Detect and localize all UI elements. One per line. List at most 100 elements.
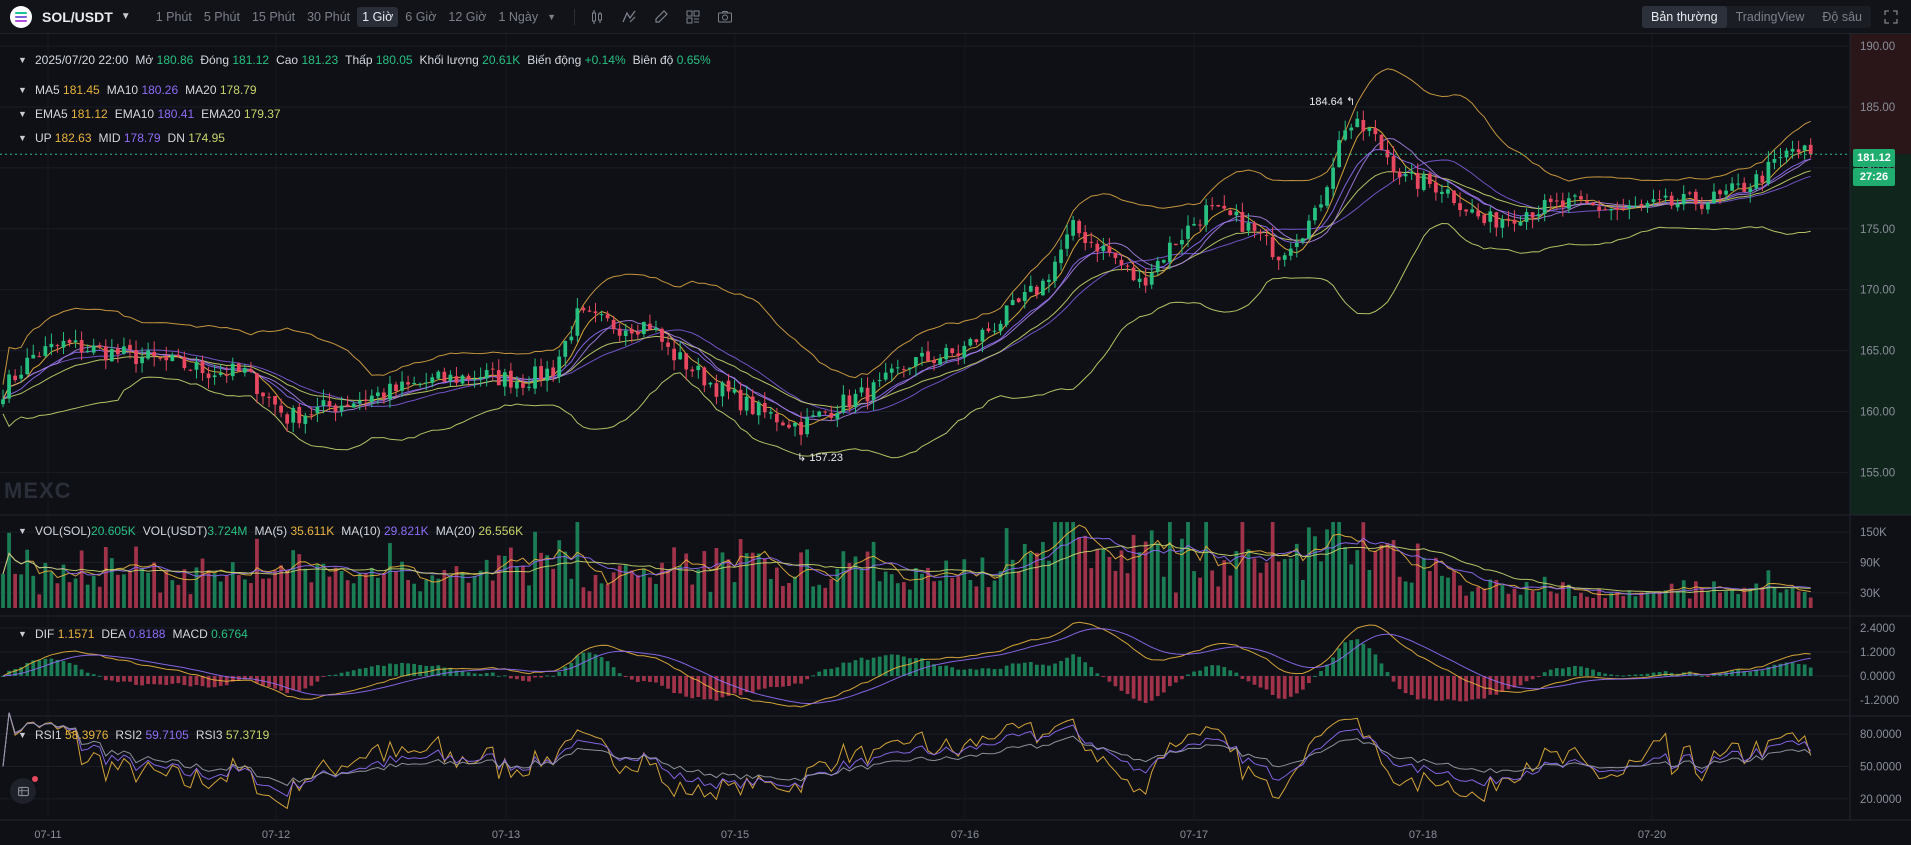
candle-body [1452, 190, 1456, 204]
view-mode-button[interactable]: Độ sâu [1822, 10, 1862, 24]
volume-bar [1585, 596, 1589, 608]
time-tick-label: 07-12 [262, 829, 290, 841]
candle-body [1663, 195, 1668, 198]
view-mode-button[interactable]: Bản thường [1641, 6, 1727, 28]
volume-bar [756, 553, 761, 608]
candle-body [1615, 207, 1620, 210]
volume-bar [448, 575, 453, 608]
kline-chart[interactable]: 190.00185.00180.00175.00170.00165.00160.… [0, 34, 1911, 845]
layout-icon[interactable] [685, 9, 701, 25]
chevron-down-icon[interactable]: ▼ [18, 730, 27, 740]
ema20-value: 179.37 [243, 107, 281, 121]
candle-body [708, 382, 713, 385]
candle-body [805, 417, 809, 435]
interval-tab[interactable]: 12 Giờ [448, 9, 487, 24]
candle-body [660, 328, 664, 342]
volume-bar [321, 563, 326, 608]
macd-histogram-bar [805, 676, 809, 680]
macd-histogram-bar [339, 672, 344, 676]
interval-tab[interactable]: 1 Giờ [357, 6, 399, 27]
macd-histogram-bar [134, 676, 138, 685]
interval-tab[interactable]: 1 Phút [155, 9, 192, 24]
macd-histogram-bar [454, 670, 459, 676]
chevron-down-icon[interactable]: ▼ [18, 109, 27, 119]
volume-bar [950, 577, 955, 608]
candle-body [1730, 183, 1734, 191]
volume-bar [539, 552, 543, 608]
interval-tab[interactable]: 30 Phút [307, 9, 351, 24]
chevron-down-icon[interactable]: ▼ [547, 11, 557, 22]
macd-histogram-bar [122, 676, 126, 682]
candle-body [369, 395, 374, 403]
chart-settings-button[interactable] [10, 778, 36, 804]
volume-bar [1355, 550, 1360, 608]
candle-body [732, 389, 737, 393]
candle-body [521, 383, 525, 388]
macd-histogram-bar [1240, 676, 1245, 679]
candle-body [781, 422, 785, 426]
view-mode-button[interactable]: TradingView [1735, 10, 1805, 24]
volume-bar [490, 580, 495, 608]
interval-tab[interactable]: 15 Phút [251, 9, 296, 24]
candle-type-icon[interactable] [589, 9, 605, 25]
macd-histogram-bar [1313, 675, 1317, 677]
candle-body [1216, 204, 1221, 207]
volume-bar [1627, 590, 1632, 608]
candle-body [1077, 220, 1082, 234]
interval-tab[interactable]: 6 Giờ [405, 9, 437, 24]
candle-body [648, 323, 652, 330]
candle-body [182, 356, 187, 369]
volume-bar [261, 578, 265, 608]
vol-sol-value: 20.605K [91, 524, 136, 538]
macd-histogram-bar [1282, 676, 1287, 699]
change-label: Biến động [527, 53, 582, 67]
volume-bar [152, 562, 157, 608]
volume-bar [696, 569, 701, 608]
chevron-down-icon[interactable]: ▼ [18, 133, 27, 143]
volume-bar [1542, 576, 1547, 608]
volume-bar [363, 573, 368, 608]
pair-selector[interactable]: SOL/USDT [42, 8, 113, 25]
candle-body [1585, 201, 1589, 203]
volume-bar [406, 579, 410, 608]
volume-bar [1022, 543, 1027, 608]
interval-tab[interactable]: 5 Phút [203, 9, 240, 24]
chevron-down-icon[interactable]: ▼ [18, 526, 27, 536]
volume-bar [901, 582, 906, 608]
macd-histogram-bar [569, 663, 574, 676]
macd-histogram-bar [1754, 669, 1759, 676]
volume-bar [732, 582, 737, 608]
indicator-icon[interactable] [621, 9, 637, 25]
macd-histogram-bar [672, 676, 676, 694]
chevron-down-icon[interactable]: ▼ [120, 11, 131, 22]
macd-histogram-bar [1192, 671, 1196, 676]
macd-histogram-bar [623, 676, 628, 677]
draw-icon[interactable] [653, 9, 669, 25]
fullscreen-icon[interactable] [1883, 9, 1899, 25]
macd-histogram-bar [968, 668, 973, 676]
macd-histogram-bar [109, 676, 114, 681]
candle-body [218, 373, 223, 376]
volume-bar [629, 570, 634, 608]
candle-body [1760, 175, 1765, 183]
volume-bar [1325, 529, 1329, 608]
macd-histogram-bar [1585, 667, 1589, 676]
macd-histogram-bar [321, 676, 326, 677]
macd-histogram-bar [291, 676, 296, 691]
macd-histogram-bar [1349, 640, 1354, 676]
volume-bar [218, 581, 223, 608]
chevron-down-icon[interactable]: ▼ [18, 629, 27, 639]
candle-body [291, 408, 296, 423]
volume-bar [1796, 591, 1801, 608]
camera-icon[interactable] [717, 9, 733, 25]
macd-histogram-bar [249, 676, 253, 679]
candle-body [103, 346, 108, 361]
interval-tab[interactable]: 1 Ngày [498, 9, 539, 24]
chevron-down-icon[interactable]: ▼ [18, 55, 27, 65]
macd-histogram-bar [1633, 674, 1638, 676]
macd-histogram-bar [617, 673, 622, 676]
volume-bar [1790, 588, 1795, 608]
chevron-down-icon[interactable]: ▼ [18, 85, 27, 95]
volume-bar [1391, 540, 1396, 608]
macd-histogram-bar [1663, 671, 1668, 676]
